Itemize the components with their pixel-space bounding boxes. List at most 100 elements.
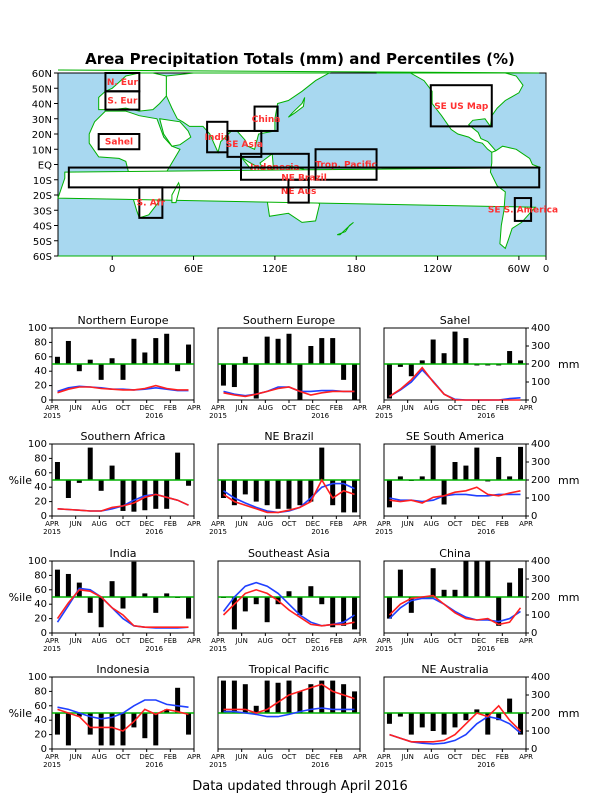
- x-tick-label: OCT: [116, 404, 131, 412]
- bar: [463, 713, 469, 721]
- bar: [220, 364, 226, 386]
- bar: [120, 364, 126, 380]
- bar: [253, 597, 259, 605]
- x-tick-label: FEB: [496, 753, 509, 761]
- x-tick-label: APR: [45, 753, 59, 761]
- bar: [441, 353, 447, 364]
- map-lat-label: 50N: [32, 84, 52, 95]
- panel-title: NE Australia: [421, 663, 488, 676]
- bar: [253, 364, 259, 399]
- region-box: [314, 148, 378, 181]
- bar: [297, 597, 303, 615]
- left-tick-label: 80: [34, 337, 47, 348]
- x-tick-label: AUG: [424, 637, 439, 645]
- bar: [275, 338, 281, 364]
- left-tick-label: 100: [28, 556, 47, 567]
- page-title: Area Precipitation Totals (mm) and Perce…: [85, 50, 515, 68]
- left-tick-label: 80: [34, 686, 47, 697]
- bar: [98, 364, 104, 380]
- x-tick-label: APR: [211, 637, 225, 645]
- bar: [186, 344, 192, 364]
- bar: [242, 684, 248, 713]
- bar: [452, 713, 458, 728]
- region-box: [287, 178, 310, 204]
- left-unit: %ile: [9, 591, 33, 604]
- bar: [231, 680, 237, 713]
- x-tick-label: AUG: [92, 404, 107, 412]
- region-box: [253, 105, 279, 132]
- bar: [441, 480, 447, 505]
- left-tick-label: 0: [41, 395, 47, 406]
- panel-se-south-america: SE South America 0 100 200 300 400 mm APR JUN AUG…: [375, 430, 579, 536]
- bar: [242, 597, 248, 612]
- bar: [65, 340, 71, 364]
- bar: [54, 713, 60, 735]
- bar: [286, 680, 292, 713]
- x-tick-label: FEB: [496, 404, 509, 412]
- right-tick-label: 100: [531, 726, 550, 737]
- x-tick-label: APR: [211, 404, 225, 412]
- bar: [87, 597, 93, 613]
- x-tick-label: APR: [45, 637, 59, 645]
- panel-sahel: Sahel 0 100 200 300 400 mm APR JUN AUG OCT DEC FEB AP…: [375, 314, 579, 420]
- region-label: Trop. Pacific: [315, 161, 377, 171]
- x-tick-label: DEC: [139, 753, 154, 761]
- pct-line: [57, 384, 189, 394]
- bar: [430, 713, 436, 731]
- bar: [275, 682, 281, 713]
- x-tick-label: APR: [377, 520, 391, 528]
- left-tick-label: 80: [34, 453, 47, 464]
- pct-line: [57, 493, 189, 512]
- right-tick-label: 0: [531, 511, 537, 522]
- bar: [319, 597, 325, 605]
- bar: [352, 597, 358, 630]
- panel-india: India 0 20 40 60 80 100 %ile APR JUN AUG OCT DEC FEB A…: [9, 547, 201, 653]
- bar: [496, 456, 502, 480]
- bar: [330, 597, 336, 628]
- bar: [242, 356, 248, 364]
- right-tick-label: 300: [531, 457, 550, 468]
- bar: [120, 713, 126, 746]
- right-tick-label: 200: [531, 592, 550, 603]
- bar: [474, 709, 480, 713]
- x-tick-label: AUG: [258, 520, 273, 528]
- bar: [76, 364, 82, 372]
- x-year-label: 2015: [43, 645, 61, 653]
- x-tick-label: JUN: [234, 404, 247, 412]
- bar: [496, 597, 502, 626]
- x-year-label: 2016: [311, 761, 329, 769]
- x-tick-label: DEC: [305, 637, 320, 645]
- x-tick-label: APR: [377, 404, 391, 412]
- bar: [463, 338, 469, 364]
- left-tick-label: 0: [41, 628, 47, 639]
- bar: [164, 480, 170, 509]
- x-tick-label: FEB: [164, 753, 177, 761]
- x-tick-label: DEC: [139, 404, 154, 412]
- x-tick-label: AUG: [424, 520, 439, 528]
- x-tick-label: FEB: [330, 637, 343, 645]
- pct-line: [223, 478, 355, 514]
- map-lat-label: 10S: [33, 176, 52, 187]
- bar: [452, 462, 458, 480]
- right-tick-label: 300: [531, 574, 550, 585]
- bar: [430, 339, 436, 364]
- region-label: N. Eur: [107, 78, 139, 88]
- pct-line: [223, 386, 355, 398]
- x-tick-label: FEB: [164, 404, 177, 412]
- x-year-label: 2015: [43, 761, 61, 769]
- x-tick-label: APR: [187, 753, 201, 761]
- x-tick-label: FEB: [330, 520, 343, 528]
- bar: [153, 713, 159, 746]
- region-label: NE Brazil: [281, 173, 327, 183]
- bar: [441, 589, 447, 597]
- panel-southern-africa: Southern Africa 0 20 40 60 80 100 %ile APR JUN AUG…: [9, 430, 201, 536]
- bar: [186, 713, 192, 735]
- bar: [109, 465, 115, 480]
- bar: [352, 364, 358, 400]
- x-tick-label: APR: [377, 753, 391, 761]
- x-tick-label: JUN: [234, 520, 247, 528]
- right-tick-label: 100: [531, 377, 550, 388]
- bar: [297, 691, 303, 713]
